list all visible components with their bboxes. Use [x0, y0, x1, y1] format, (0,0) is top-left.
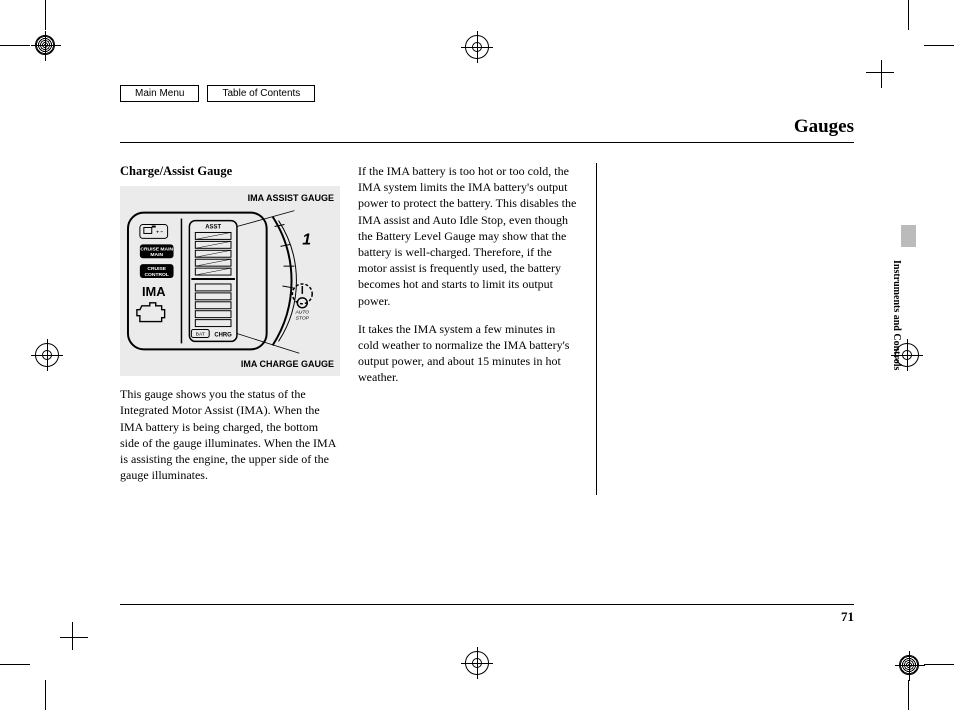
registration-mark-icon	[465, 651, 489, 675]
title-row: Gauges	[120, 116, 854, 143]
svg-text:CHRG: CHRG	[214, 332, 232, 338]
svg-text:+ −: + −	[156, 230, 163, 235]
crop-mark	[45, 0, 46, 30]
svg-text:ASST: ASST	[205, 225, 221, 231]
column-3	[615, 163, 835, 495]
body-paragraph: If the IMA battery is too hot or too col…	[358, 163, 578, 309]
svg-text:CRUISE: CRUISE	[147, 266, 166, 272]
content-columns: Charge/Assist Gauge IMA ASSIST GAUGE + −…	[120, 163, 854, 495]
registration-mark-icon	[899, 655, 919, 675]
gauge-figure: IMA ASSIST GAUGE + − CRUISE MAIN MAIN CR…	[120, 186, 340, 376]
svg-text:1: 1	[302, 231, 311, 248]
crop-mark	[0, 45, 30, 46]
body-paragraph: It takes the IMA system a few minutes in…	[358, 321, 578, 386]
toc-button[interactable]: Table of Contents	[207, 85, 315, 102]
column-separator	[596, 163, 597, 495]
crop-mark	[924, 45, 954, 46]
registration-mark-icon	[35, 343, 59, 367]
page-number: 71	[841, 609, 854, 625]
svg-text:BAT: BAT	[196, 331, 205, 337]
gauge-diagram-icon: + − CRUISE MAIN MAIN CRUISE CONTROL IMA	[126, 206, 334, 356]
body-paragraph: This gauge shows you the status of the I…	[120, 386, 340, 483]
registration-mark-icon	[35, 35, 55, 55]
column-2: If the IMA battery is too hot or too col…	[358, 163, 578, 495]
svg-text:CRUISE MAIN: CRUISE MAIN	[140, 246, 173, 252]
chapter-tab	[901, 225, 916, 247]
crop-mark	[908, 0, 909, 30]
svg-text:CONTROL: CONTROL	[144, 272, 168, 278]
page-content: Main Menu Table of Contents Gauges Charg…	[120, 85, 854, 625]
svg-text:IMA: IMA	[142, 284, 166, 299]
figure-label-bottom: IMA CHARGE GAUGE	[126, 358, 334, 370]
svg-text:STOP: STOP	[296, 316, 310, 322]
crop-mark	[924, 664, 954, 665]
page-title: Gauges	[120, 116, 854, 138]
crop-mark	[45, 680, 46, 710]
section-heading: Charge/Assist Gauge	[120, 163, 340, 180]
svg-text:AUTO: AUTO	[294, 310, 309, 316]
column-1: Charge/Assist Gauge IMA ASSIST GAUGE + −…	[120, 163, 340, 495]
chapter-label: Instruments and Controls	[891, 260, 902, 370]
main-menu-button[interactable]: Main Menu	[120, 85, 199, 102]
svg-text:MAIN: MAIN	[150, 252, 163, 258]
registration-mark-icon	[465, 35, 489, 59]
crop-mark	[0, 664, 30, 665]
nav-bar: Main Menu Table of Contents	[120, 85, 854, 102]
crop-mark	[908, 680, 909, 710]
figure-label-top: IMA ASSIST GAUGE	[126, 192, 334, 204]
footer-rule	[120, 604, 854, 605]
